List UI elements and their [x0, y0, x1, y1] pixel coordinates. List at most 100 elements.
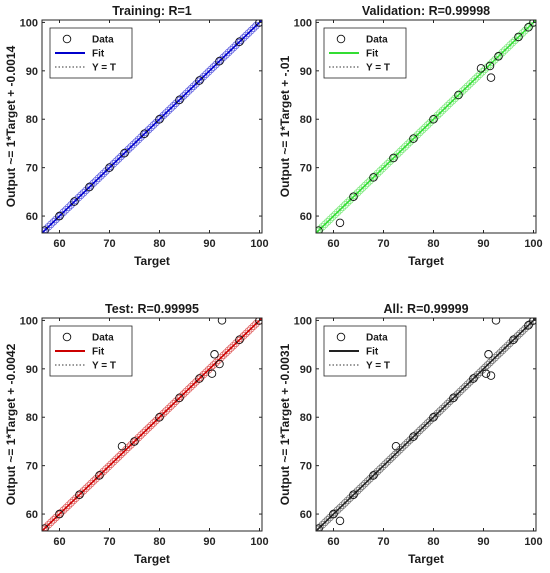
- data-cloud-marker: [119, 448, 128, 456]
- data-cloud-marker: [466, 80, 474, 88]
- data-cloud-marker: [54, 213, 63, 221]
- data-cloud-marker: [463, 82, 472, 91]
- data-point: [195, 374, 204, 383]
- data-point: [120, 148, 129, 158]
- data-point: [486, 73, 496, 82]
- data-cloud-marker: [149, 121, 158, 129]
- legend-data-label: Data: [92, 35, 114, 46]
- data-cloud-marker: [436, 109, 444, 117]
- y-tick-label: 70: [300, 461, 312, 473]
- data-cloud-marker: [89, 477, 98, 485]
- data-cloud-marker: [481, 363, 489, 372]
- data-cloud-marker: [99, 169, 108, 178]
- y-tick-label: 90: [26, 364, 38, 376]
- data-point: [529, 20, 536, 27]
- data-cloud-marker: [109, 458, 118, 466]
- data-cloud-marker: [498, 346, 507, 355]
- data-cloud-marker: [393, 448, 402, 456]
- y-axis-label: Output ~= 1*Target + -.01: [278, 55, 292, 197]
- data-cloud-marker: [496, 51, 504, 59]
- data-cloud-marker: [451, 392, 459, 401]
- data-cloud-marker: [361, 181, 369, 190]
- data-cloud-marker: [49, 516, 58, 524]
- data-cloud-marker: [351, 489, 359, 497]
- legend-data-marker: [336, 332, 346, 342]
- data-cloud: [316, 20, 536, 233]
- data-cloud-marker: [438, 404, 447, 413]
- data-cloud-marker: [443, 101, 452, 110]
- data-point: [369, 471, 378, 480]
- data-cloud-marker: [438, 106, 447, 115]
- data-cloud-marker: [401, 441, 409, 449]
- data-point: [155, 114, 164, 124]
- y-axis-label: Output ~= 1*Target + -0.0042: [4, 343, 18, 505]
- data-cloud-marker: [147, 421, 155, 430]
- data-cloud-marker: [77, 489, 85, 497]
- data-cloud-marker: [376, 167, 384, 175]
- data-cloud-marker: [453, 92, 462, 100]
- data-cloud-marker: [436, 407, 444, 415]
- data-cloud-marker: [122, 147, 130, 156]
- data-cloud-marker: [129, 140, 138, 149]
- y-tick-label: 60: [26, 509, 38, 521]
- data-cloud-marker: [328, 511, 337, 519]
- data-cloud-marker: [107, 460, 115, 468]
- data-point: [175, 95, 184, 105]
- data-cloud-marker: [381, 162, 389, 170]
- data-cloud-marker: [523, 24, 532, 32]
- y-tick-label: 100: [294, 315, 312, 327]
- data-cloud-marker: [456, 89, 464, 98]
- data-cloud-marker: [501, 46, 509, 54]
- x-axis-label: Target: [408, 552, 444, 566]
- legend: Data Fit Y = T: [49, 27, 133, 79]
- y-tick-label: 80: [300, 412, 312, 424]
- data-cloud-marker: [182, 89, 190, 98]
- data-cloud-marker: [421, 123, 429, 132]
- data-cloud-marker: [229, 341, 238, 350]
- data-cloud-marker: [167, 104, 175, 112]
- chart-title: Validation: R=0.99998: [362, 4, 490, 18]
- plot-content: [316, 20, 536, 233]
- data-cloud-marker: [468, 375, 477, 384]
- data-cloud-marker: [107, 162, 115, 170]
- data-cloud-marker: [209, 63, 218, 71]
- y-tick-label: 60: [300, 509, 312, 521]
- data-cloud-marker: [448, 97, 457, 105]
- data-cloud-marker: [244, 327, 253, 335]
- x-tick-label: 70: [103, 536, 115, 548]
- data-cloud-marker: [42, 227, 48, 233]
- data-point: [215, 56, 224, 66]
- data-cloud-marker: [398, 443, 407, 452]
- data-cloud-marker: [154, 414, 163, 422]
- data-cloud-marker: [82, 484, 90, 493]
- chart-title: Test: R=0.99995: [105, 302, 199, 316]
- legend-identity-label: Y = T: [366, 63, 390, 74]
- data-cloud-marker: [516, 31, 524, 40]
- data-cloud-marker: [483, 361, 492, 369]
- panel-validation: 60 70 80 90 100 60 70 80 90 100 Validation: R=0.99…: [278, 4, 543, 268]
- data-point: [215, 359, 224, 369]
- data-cloud-marker: [229, 43, 238, 52]
- data-cloud-marker: [114, 155, 123, 163]
- data-cloud-marker: [62, 504, 70, 512]
- data-cloud-marker: [177, 392, 185, 401]
- data-point: [485, 61, 495, 71]
- data-cloud-marker: [456, 387, 464, 396]
- x-tick-label: 100: [250, 238, 268, 250]
- data-point: [329, 509, 338, 519]
- data-cloud-marker: [423, 419, 432, 427]
- data-cloud-marker: [396, 147, 404, 156]
- data-point: [217, 318, 227, 325]
- data-cloud-marker: [428, 116, 437, 124]
- data-cloud-marker: [162, 109, 170, 117]
- data-point: [514, 32, 523, 42]
- data-cloud-marker: [363, 477, 372, 485]
- data-cloud-marker: [134, 135, 143, 144]
- data-cloud-marker: [47, 518, 55, 527]
- x-tick-label: 80: [427, 238, 439, 250]
- data-point: [117, 442, 127, 451]
- data-point: [349, 192, 358, 201]
- data-cloud-marker: [508, 38, 517, 47]
- data-point: [316, 226, 323, 233]
- data-cloud-marker: [523, 322, 532, 330]
